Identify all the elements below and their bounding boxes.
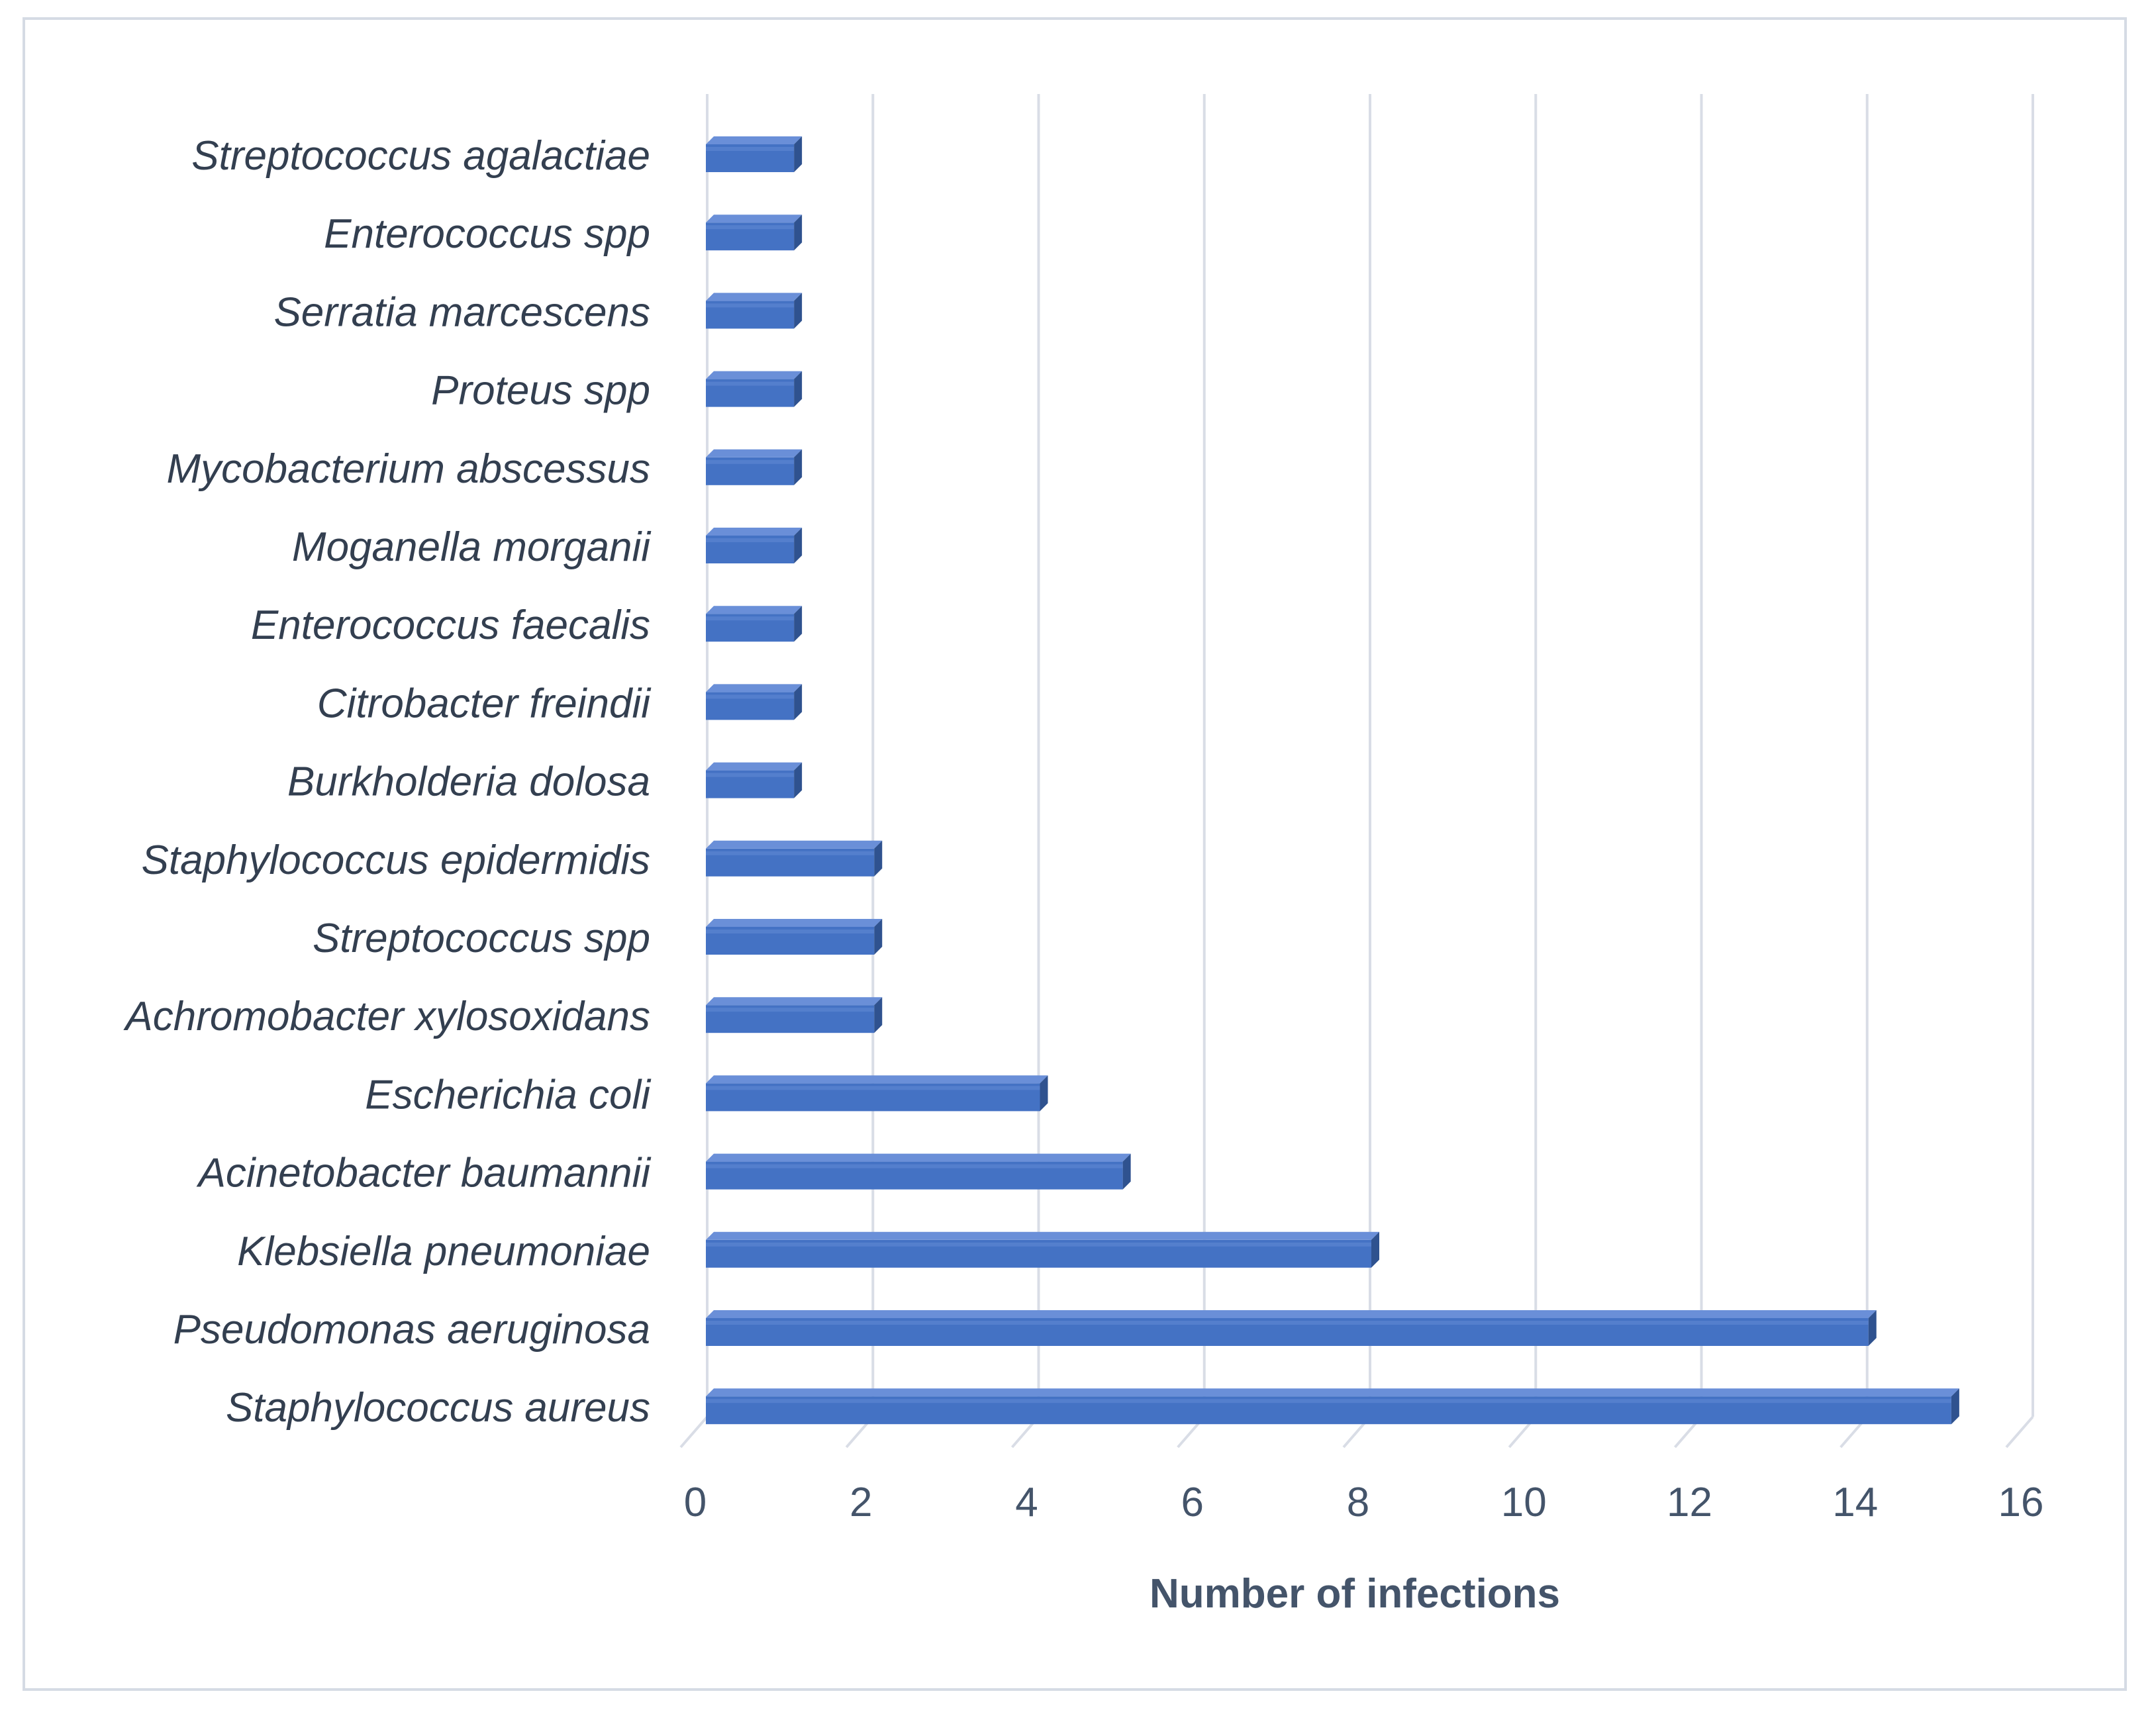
bar (706, 449, 803, 485)
category-label: Enterococcus spp (324, 211, 650, 257)
chart-frame: Streptococcus agalactiae Enterococcus spp… (23, 17, 2127, 1691)
category-label: Citrobacter freindii (317, 681, 652, 726)
bar (706, 997, 883, 1033)
x-tick-label: 0 (684, 1480, 707, 1525)
bar (706, 684, 803, 720)
bar (706, 1388, 1959, 1425)
bar (706, 1231, 1379, 1268)
x-tick-label: 14 (1832, 1480, 1878, 1525)
category-label: Acinetobacter baumannii (196, 1151, 652, 1196)
bar (706, 136, 803, 172)
x-tick-label: 16 (1998, 1480, 2044, 1525)
category-label: Staphylococcus epidermidis (142, 837, 651, 883)
bar (706, 371, 803, 407)
x-axis-title: Number of infections (1150, 1571, 1560, 1617)
bar (706, 293, 803, 329)
bar (706, 919, 883, 955)
bar (706, 1310, 1877, 1346)
category-label: Proteus spp (431, 368, 650, 414)
bar (706, 1153, 1131, 1190)
category-label: Streptococcus spp (313, 916, 650, 961)
category-label: Enterococcus faecalis (251, 602, 650, 648)
x-tick-label: 4 (1015, 1480, 1038, 1525)
bar (706, 606, 803, 642)
x-tick-labels: 0 2 4 6 8 10 12 14 16 (684, 1480, 2044, 1525)
bar (706, 528, 803, 563)
category-label: Staphylococcus aureus (226, 1385, 650, 1431)
category-label: Achromobacter xylosoxidans (122, 994, 650, 1039)
category-label: Serratia marcescens (273, 289, 650, 335)
category-label: Escherichia coli (365, 1072, 652, 1118)
floor-gridline (2005, 1415, 2034, 1449)
x-tick-label: 6 (1181, 1480, 1204, 1525)
bar (706, 215, 803, 251)
bar (706, 1075, 1048, 1112)
x-tick-label: 12 (1667, 1480, 1712, 1525)
bar (706, 762, 803, 798)
category-labels: Streptococcus agalactiae Enterococcus spp… (122, 133, 652, 1431)
bar (706, 840, 883, 877)
floor-gridline (679, 1415, 709, 1449)
bar-chart: Streptococcus agalactiae Enterococcus spp… (122, 94, 2044, 1617)
category-label: Pseudomonas aeruginosa (173, 1307, 650, 1353)
x-tick-label: 10 (1501, 1480, 1547, 1525)
category-label: Moganella morganii (292, 524, 652, 570)
category-label: Klebsiella pneumoniae (237, 1229, 650, 1274)
x-tick-label: 8 (1347, 1480, 1369, 1525)
category-label: Burkholderia dolosa (287, 759, 650, 805)
category-label: Streptococcus agalactiae (191, 133, 650, 179)
category-label: Mycobacterium abscessus (167, 446, 651, 492)
x-tick-label: 2 (850, 1480, 872, 1525)
bars (706, 136, 1959, 1425)
